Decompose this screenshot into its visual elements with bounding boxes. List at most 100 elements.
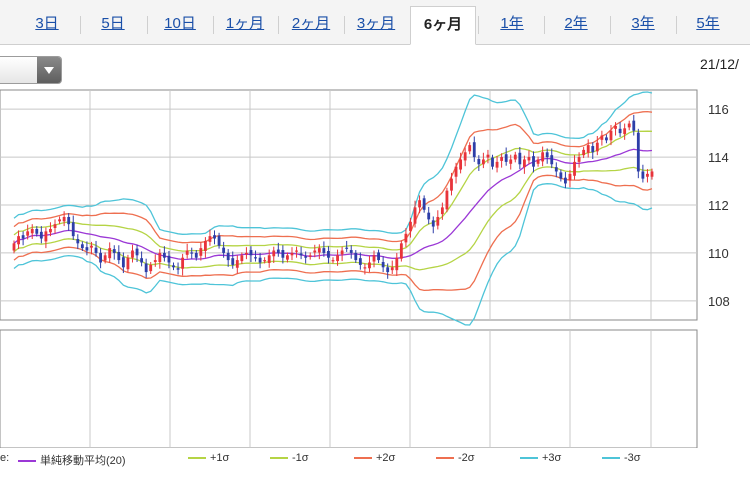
- tab-5[interactable]: 3ヶ月: [356, 15, 396, 32]
- candle-body: [158, 252, 162, 263]
- candle-body: [53, 224, 57, 228]
- y-tick-label: 112: [708, 198, 729, 213]
- tab-10[interactable]: 5年: [696, 15, 720, 32]
- legend-label: +3σ: [542, 452, 562, 464]
- candle-body: [509, 159, 513, 164]
- candle-body: [354, 252, 358, 261]
- tab-separator: [147, 16, 148, 34]
- tab-separator: [676, 16, 677, 34]
- candle-body: [527, 157, 531, 161]
- legend-item: -2σ: [436, 452, 475, 464]
- candle-body: [208, 236, 212, 242]
- candle-body: [491, 157, 494, 167]
- candle-body: [586, 145, 590, 153]
- candle-body: [545, 152, 549, 158]
- y-tick-label: 114: [708, 150, 729, 165]
- candle-body: [577, 157, 581, 162]
- candle-body: [336, 255, 339, 262]
- candle-body: [390, 267, 394, 271]
- y-tick-label: 116: [708, 102, 729, 117]
- candle-body: [436, 216, 440, 226]
- candle-body: [249, 250, 253, 256]
- candle-body: [144, 263, 148, 273]
- moving-average-line: [13, 148, 653, 261]
- candle-body: [518, 152, 522, 165]
- candle-body: [231, 258, 235, 265]
- candle-body: [190, 252, 194, 254]
- candle-body: [504, 154, 508, 162]
- candle-body: [463, 152, 467, 161]
- band-plus1-line: [13, 130, 653, 252]
- legend-swatch: [18, 460, 36, 463]
- candle-body: [267, 255, 271, 263]
- candle-body: [541, 152, 545, 162]
- band-minus1-line: [13, 166, 653, 271]
- tab-0[interactable]: 3日: [35, 15, 59, 32]
- tab-2[interactable]: 10日: [164, 15, 196, 32]
- candle-body: [427, 212, 431, 220]
- candle-body: [121, 257, 125, 268]
- candle-body: [21, 235, 25, 239]
- candle-body: [162, 252, 166, 258]
- tab-6[interactable]: 6ヶ月: [410, 6, 476, 45]
- candle-body: [495, 161, 499, 168]
- tab-1[interactable]: 5日: [101, 15, 125, 32]
- candle-body: [550, 155, 554, 165]
- legend-swatch: [520, 457, 538, 460]
- chart-type-dropdown[interactable]: [0, 56, 62, 84]
- tab-8[interactable]: 2年: [564, 15, 588, 32]
- candle-body: [299, 253, 303, 256]
- candle-body: [450, 178, 453, 191]
- candle-body: [281, 250, 285, 258]
- legend-label: 単純移動平均(20): [40, 455, 126, 467]
- tab-separator: [544, 16, 545, 34]
- candle-body: [117, 251, 121, 261]
- candle-body: [399, 243, 403, 259]
- candle-body: [176, 268, 180, 270]
- legend-item: -3σ: [602, 452, 641, 464]
- candle-body: [99, 252, 102, 263]
- dropdown-arrow-icon: [37, 57, 61, 83]
- candle-body: [62, 216, 66, 222]
- candle-body: [263, 260, 267, 262]
- candle-body: [582, 149, 586, 156]
- candle-body: [94, 247, 98, 253]
- candle-body: [513, 154, 517, 160]
- date-header-text: 21/12/: [700, 56, 739, 72]
- candle-body: [254, 257, 257, 259]
- tab-7[interactable]: 1年: [500, 15, 524, 32]
- candle-body: [614, 125, 617, 129]
- candle-body: [481, 159, 485, 165]
- band-plus3-line: [13, 91, 653, 235]
- candlestick-chart: 1081101121141162021/7/62021/7/272021/8/1…: [0, 89, 730, 448]
- candle-body: [641, 171, 645, 179]
- candle-body: [368, 262, 371, 269]
- candle-body: [153, 260, 157, 263]
- y-tick-label: 110: [708, 246, 729, 261]
- legend-label: -3σ: [624, 452, 641, 464]
- candle-body: [395, 257, 399, 271]
- candle-body: [349, 250, 353, 253]
- candle-body: [103, 255, 107, 261]
- candle-body: [468, 145, 472, 152]
- candle-body: [44, 231, 48, 242]
- legend-item: +2σ: [354, 452, 395, 464]
- candle-body: [595, 142, 599, 152]
- candle-body: [459, 159, 463, 170]
- candle-body: [445, 190, 449, 210]
- tab-3[interactable]: 1ヶ月: [225, 15, 265, 32]
- candle-body: [554, 167, 558, 172]
- tab-9[interactable]: 3年: [631, 15, 655, 32]
- candle-body: [26, 231, 30, 236]
- candle-body: [308, 255, 312, 257]
- candle-body: [454, 166, 458, 177]
- legend-swatch: [436, 457, 454, 460]
- candle-body: [372, 255, 376, 262]
- candle-body: [431, 220, 435, 227]
- y-tick-label: 108: [708, 294, 730, 309]
- legend-swatch: [188, 457, 206, 460]
- tab-4[interactable]: 2ヶ月: [291, 15, 331, 32]
- candle-body: [276, 249, 280, 253]
- candle-body: [536, 159, 540, 164]
- tab-separator: [80, 16, 81, 34]
